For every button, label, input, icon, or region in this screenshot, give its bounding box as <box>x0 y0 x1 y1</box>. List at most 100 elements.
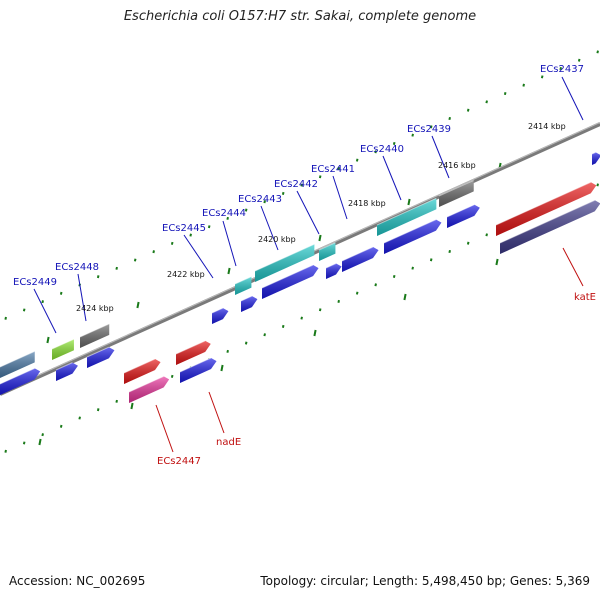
scale-tick <box>522 83 525 87</box>
label-callout-line <box>562 247 584 287</box>
scale-label-2422: 2422 kbp <box>167 270 205 279</box>
gene-label-ecs2441[interactable]: ECs2441 <box>311 164 355 175</box>
gene-ecs2449-lower-shade <box>0 368 41 395</box>
gene-ecs2444[interactable] <box>240 295 258 312</box>
gene-ecs2449-lower[interactable] <box>0 367 41 395</box>
gene-cyan-c[interactable] <box>318 242 336 261</box>
gene-red-kate[interactable] <box>495 181 597 236</box>
gene-ecs2441[interactable] <box>341 246 379 272</box>
gene-label-ecs2448[interactable]: ECs2448 <box>55 262 99 273</box>
gene-label-ecs2439[interactable]: ECs2439 <box>407 124 451 135</box>
gene-ecs2449-lower-bevel <box>0 367 35 385</box>
scale-tick <box>170 241 174 245</box>
gene-cyan-d-bevel <box>376 197 437 226</box>
gene-cyan-b[interactable] <box>254 243 315 282</box>
gene-kate[interactable] <box>499 199 600 254</box>
scale-tick <box>374 283 377 287</box>
gene-ecs2448-lower[interactable] <box>55 362 78 381</box>
gene-gray-a-bevel <box>79 323 110 338</box>
scale-tick <box>448 116 451 121</box>
gene-label-nade[interactable]: nadE <box>216 437 241 448</box>
gene-label-ecs2444[interactable]: ECs2444 <box>202 208 246 219</box>
scale-tick <box>189 233 192 237</box>
scale-tick <box>22 308 26 312</box>
scale-tick <box>337 299 340 303</box>
gene-cyan-d[interactable] <box>376 197 437 236</box>
gene-red-a[interactable] <box>123 358 161 384</box>
gene-gray-b[interactable] <box>438 179 474 207</box>
label-callout-line <box>33 288 57 334</box>
scale-tick <box>244 341 248 345</box>
gene-label-ecs2440[interactable]: ECs2440 <box>360 144 404 155</box>
scale-tick <box>392 141 396 145</box>
scale-tick-major <box>136 301 140 309</box>
label-callout-line <box>296 190 320 235</box>
gene-gray-a[interactable] <box>79 323 110 348</box>
scale-label-2416: 2416 kbp <box>438 161 476 170</box>
gene-layer <box>0 151 600 403</box>
gene-ecs2439-bevel <box>446 204 475 218</box>
gene-blue-b[interactable] <box>211 307 229 324</box>
gene-steel[interactable] <box>0 350 35 378</box>
scale-label-2424: 2424 kbp <box>76 304 114 313</box>
gene-cyan-a-bevel <box>234 276 252 285</box>
label-callout-line <box>382 155 402 201</box>
scale-tick <box>4 316 7 320</box>
scale-tick-major <box>407 198 411 206</box>
label-callout-line <box>332 175 348 220</box>
gene-lime-bevel <box>51 338 75 350</box>
gene-ecs2447[interactable] <box>128 375 170 403</box>
scale-tick <box>133 258 137 262</box>
scale-tick-major <box>495 258 499 266</box>
gene-label-ecs2447[interactable]: ECs2447 <box>157 456 201 467</box>
gene-label-ecs2442[interactable]: ECs2442 <box>274 179 318 190</box>
gene-ecs2440-bevel <box>383 219 437 244</box>
scale-tick <box>596 183 599 187</box>
scale-tick <box>22 441 26 445</box>
scale-tick <box>263 200 266 204</box>
gene-cyan-a[interactable] <box>234 276 252 295</box>
scale-tick <box>429 258 433 262</box>
gene-ecs2441-shade <box>342 247 379 272</box>
scale-tick <box>96 275 100 279</box>
scale-tick <box>281 324 285 328</box>
gene-ecs2443-shade <box>262 265 319 299</box>
gene-red-b[interactable] <box>175 340 211 365</box>
gene-ecs2440[interactable] <box>383 219 442 254</box>
scale-label-2418: 2418 kbp <box>348 199 386 208</box>
gene-ecs2439-shade <box>447 204 480 228</box>
gene-ecs2437[interactable] <box>591 151 600 165</box>
gene-steel-shade <box>0 351 35 378</box>
scale-tick <box>226 216 229 220</box>
scale-tick <box>466 108 470 112</box>
gene-label-ecs2449[interactable]: ECs2449 <box>13 277 57 288</box>
scale-tick-major <box>403 293 407 301</box>
gene-ecs2444-shade <box>241 296 258 312</box>
gene-blue-b-bevel <box>211 307 224 314</box>
gene-label-ecs2437[interactable]: ECs2437 <box>540 64 584 75</box>
gene-blue-a[interactable] <box>86 346 115 368</box>
gene-lime[interactable] <box>51 338 75 360</box>
scale-tick <box>41 433 44 437</box>
gene-ecs2439[interactable] <box>446 204 480 228</box>
gene-label-ecs2443[interactable]: ECs2443 <box>238 194 282 205</box>
label-callout-line <box>183 234 214 279</box>
gene-ecs2443[interactable] <box>261 264 319 299</box>
gene-ecs2441-bevel <box>341 246 374 262</box>
scale-tick <box>355 158 359 162</box>
gene-blue-b-shade <box>212 308 229 324</box>
gene-ecs2442-b[interactable] <box>325 263 342 279</box>
scale-tick <box>374 150 377 154</box>
scale-tick <box>355 291 359 295</box>
gene-label-ecs2445[interactable]: ECs2445 <box>162 223 206 234</box>
callout-layer <box>33 76 584 453</box>
gene-lime-shade <box>52 339 74 360</box>
gene-nade[interactable] <box>179 357 217 383</box>
label-callout-line <box>260 205 279 251</box>
scale-tick <box>559 67 562 71</box>
scale-tick <box>226 349 229 353</box>
scale-tick-major <box>227 267 231 275</box>
gene-label-kate[interactable]: katE <box>574 292 596 303</box>
gene-steel-bevel <box>0 350 35 368</box>
